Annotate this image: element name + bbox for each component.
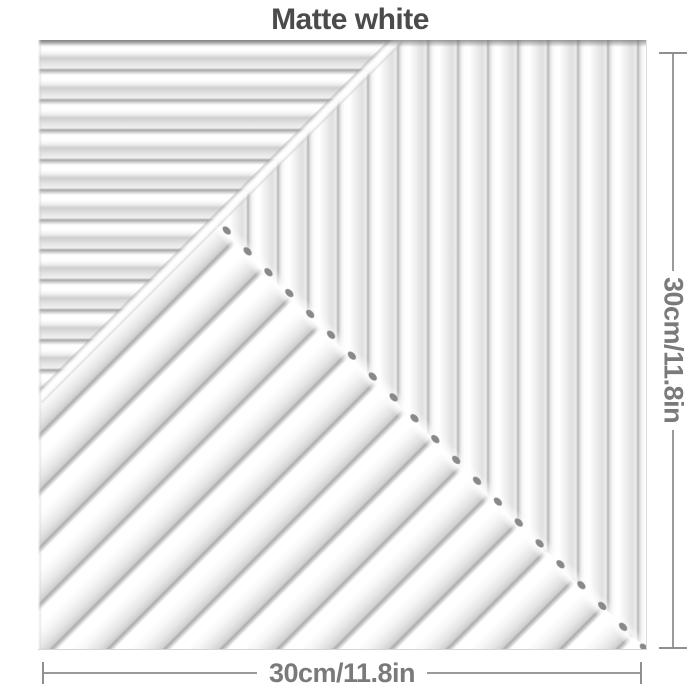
dimension-line-upper [672, 54, 674, 272]
width-dimension-label: 30cm/11.8in [268, 657, 416, 688]
height-dimension-label: 30cm/11.8in [658, 277, 689, 424]
dimension-tick-left [42, 662, 44, 684]
width-dimension: 30cm/11.8in [42, 656, 642, 690]
panel-left-edge-highlight [38, 40, 42, 649]
dimension-tick-bottom [659, 647, 687, 649]
dimension-tick-right [640, 662, 642, 684]
panel-top-edge-shadow [38, 40, 646, 47]
dimension-line-right [427, 672, 640, 674]
figure-title: Matte white [271, 3, 429, 36]
dimension-tick-top [659, 52, 687, 54]
wall-panel-image [38, 40, 647, 650]
height-dimension: 30cm/11.8in [658, 52, 689, 649]
dimension-line-lower [672, 429, 674, 647]
dimension-line-left [44, 672, 257, 674]
